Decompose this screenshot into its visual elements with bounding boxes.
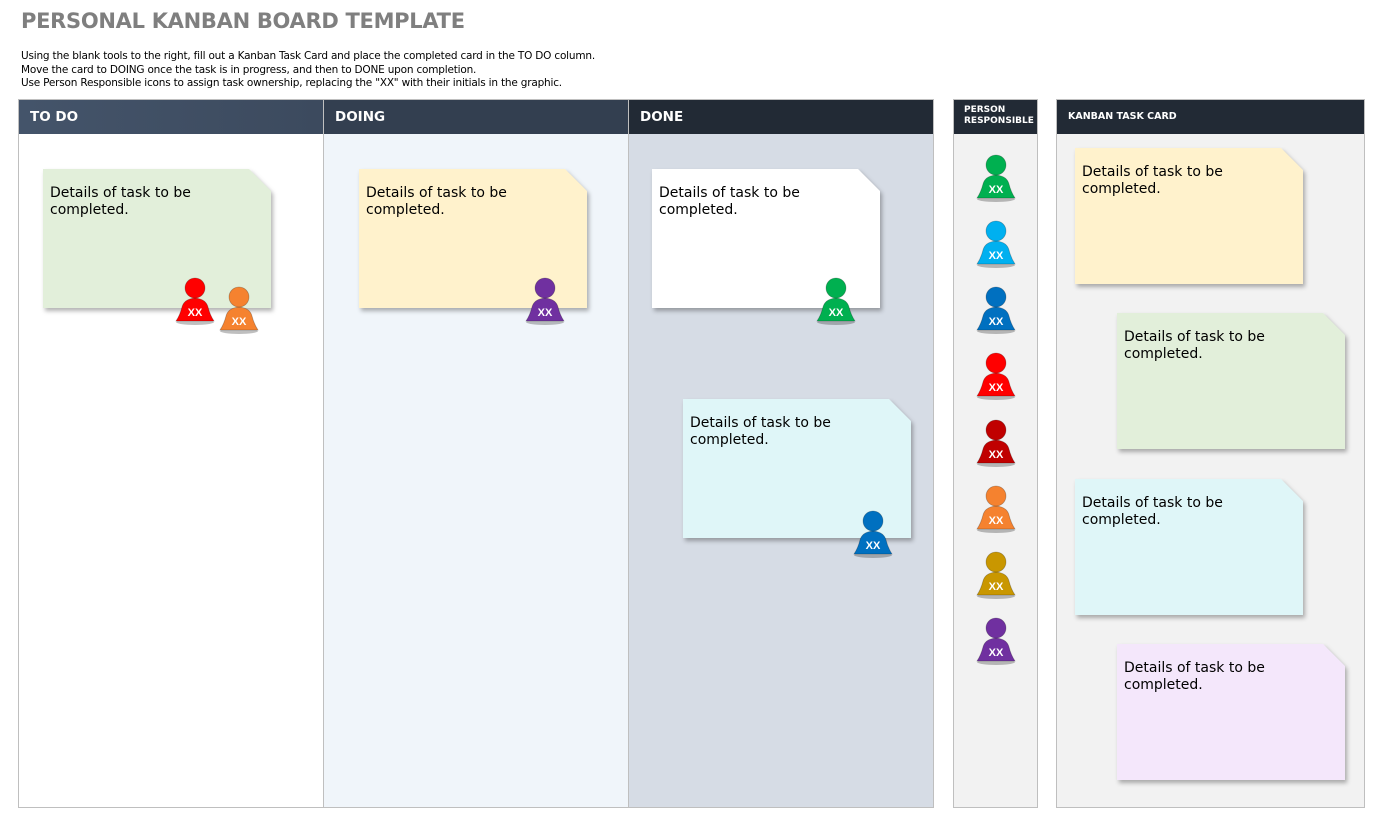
column-header-todo: TO DO — [19, 100, 323, 134]
person-initials: XX — [538, 307, 553, 319]
person-initials: XX — [989, 515, 1004, 527]
instruction-line: Move the card to DOING once the task is … — [21, 63, 477, 76]
blank-task-card[interactable]: Details of task to be completed. — [1117, 644, 1345, 780]
person-initials: XX — [866, 540, 881, 552]
person-icon[interactable]: XX — [975, 551, 1017, 599]
person-initials: XX — [989, 382, 1004, 394]
blank-task-card[interactable]: Details of task to be completed. — [1075, 479, 1303, 615]
person-icon[interactable]: XX — [975, 352, 1017, 400]
blank-task-card[interactable]: Details of task to be completed. — [1075, 148, 1303, 284]
header-line: RESPONSIBLE — [964, 116, 1034, 126]
card-text[interactable]: Details of task to be completed. — [1082, 164, 1223, 197]
person-icon[interactable]: XX — [975, 286, 1017, 334]
column-header-doing: DOING — [324, 100, 628, 134]
person-icon[interactable]: XX — [218, 286, 260, 334]
person-initials: XX — [989, 581, 1004, 593]
card-text[interactable]: Details of task to be completed. — [1124, 660, 1265, 693]
person-icon[interactable]: XX — [975, 419, 1017, 467]
person-initials: XX — [989, 250, 1004, 262]
card-paper — [1075, 148, 1303, 284]
card-paper — [1117, 313, 1345, 449]
instructions: Using the blank tools to the right, fill… — [21, 50, 595, 91]
person-icon[interactable]: XX — [524, 277, 566, 325]
person-initials: XX — [829, 307, 844, 319]
person-initials: XX — [989, 184, 1004, 196]
column-header-done: DONE — [629, 100, 933, 134]
card-paper — [43, 169, 271, 308]
card-text[interactable]: Details of task to be completed. — [659, 185, 800, 218]
instruction-line: Use Person Responsible icons to assign t… — [21, 77, 562, 89]
card-text[interactable]: Details of task to be completed. — [366, 185, 507, 218]
person-icon[interactable]: XX — [975, 485, 1017, 533]
person-initials: XX — [232, 316, 247, 328]
person-icon[interactable]: XX — [852, 510, 894, 558]
card-text[interactable]: Details of task to be completed. — [690, 415, 831, 448]
instruction-line: Using the blank tools to the right, fill… — [21, 50, 595, 62]
card-text[interactable]: Details of task to be completed. — [1082, 495, 1223, 528]
page-title: PERSONAL KANBAN BOARD TEMPLATE — [21, 9, 465, 33]
person-icon[interactable]: XX — [975, 154, 1017, 202]
person-initials: XX — [989, 647, 1004, 659]
task-card[interactable]: Details of task to be completed. — [43, 169, 271, 308]
header-line: PERSON — [964, 105, 1006, 115]
person-initials: XX — [188, 307, 203, 319]
person-icon[interactable]: XX — [815, 277, 857, 325]
person-initials: XX — [989, 316, 1004, 328]
card-paper — [1075, 479, 1303, 615]
kanban-task-card-header: KANBAN TASK CARD — [1057, 100, 1364, 134]
card-paper — [1117, 644, 1345, 780]
person-responsible-header: PERSON RESPONSIBLE — [954, 100, 1037, 134]
blank-task-card[interactable]: Details of task to be completed. — [1117, 313, 1345, 449]
card-text[interactable]: Details of task to be completed. — [1124, 329, 1265, 362]
person-icon[interactable]: XX — [174, 277, 216, 325]
person-icon[interactable]: XX — [975, 617, 1017, 665]
person-icon[interactable]: XX — [975, 220, 1017, 268]
card-text[interactable]: Details of task to be completed. — [50, 185, 191, 218]
person-initials: XX — [989, 449, 1004, 461]
